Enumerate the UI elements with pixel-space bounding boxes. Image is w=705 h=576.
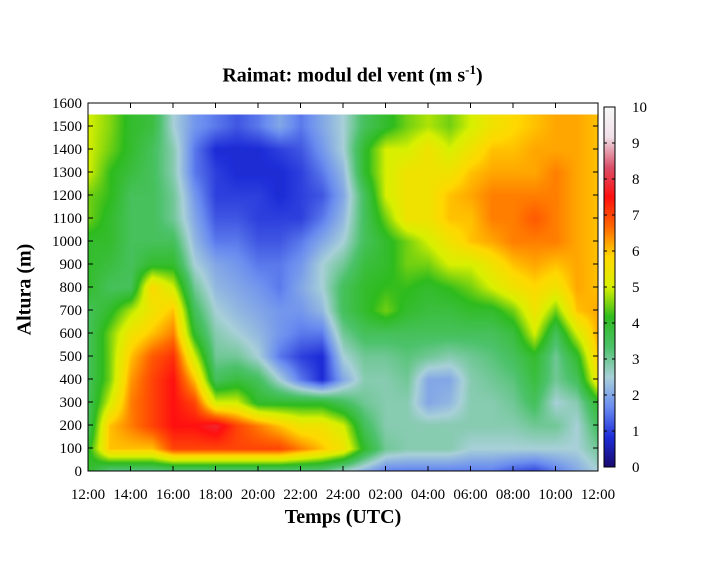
colorbar-tick-label: 4 — [632, 316, 640, 332]
x-tick-label: 10:00 — [538, 487, 572, 503]
x-axis-ticks: 12:00 14:00 16:00 18:00 20:00 22:00 24:00 02:00… — [71, 103, 615, 503]
chart-title-exponent: -1 — [465, 62, 476, 77]
y-axis-label: Altura (m) — [13, 243, 36, 336]
y-tick-label: 1200 — [52, 188, 82, 204]
colorbar-tick-label: 5 — [632, 280, 640, 296]
chart-title-main: Raimat: modul del vent (m s — [222, 64, 466, 87]
x-tick-label: 16:00 — [156, 487, 190, 503]
heatmap-raster — [88, 114, 598, 472]
x-tick-label: 06:00 — [453, 487, 487, 503]
colorbar-ticks: 0 1 2 3 4 5 6 7 8 9 10 — [604, 100, 647, 476]
y-tick-label: 1100 — [53, 211, 82, 227]
colorbar-gradient — [604, 107, 615, 467]
x-tick-label: 24:00 — [326, 487, 360, 503]
chart-title-end: ) — [475, 64, 483, 87]
y-tick-label: 0 — [75, 464, 83, 480]
y-tick-label: 800 — [60, 280, 83, 296]
colorbar-tick-label: 2 — [632, 388, 640, 404]
colorbar-tick-label: 6 — [632, 244, 640, 260]
colorbar-tick-label: 3 — [632, 352, 640, 368]
colorbar-tick-label: 8 — [632, 172, 640, 188]
x-tick-label: 18:00 — [198, 487, 232, 503]
x-tick-label: 12:00 — [71, 487, 105, 503]
y-tick-label: 100 — [60, 441, 83, 457]
colorbar-tick-label: 7 — [632, 208, 640, 224]
y-tick-label: 900 — [60, 257, 83, 273]
y-tick-label: 300 — [60, 395, 83, 411]
y-tick-label: 1400 — [52, 142, 82, 158]
x-tick-label: 02:00 — [368, 487, 402, 503]
y-tick-label: 200 — [60, 418, 83, 434]
y-tick-label: 1300 — [52, 165, 82, 181]
x-tick-label: 14:00 — [113, 487, 147, 503]
chart-title: Raimat: modul del vent (m s-1) — [0, 62, 705, 88]
colorbar-tick-label: 9 — [632, 136, 640, 152]
x-tick-label: 22:00 — [283, 487, 317, 503]
y-tick-label: 1500 — [52, 119, 82, 135]
y-tick-label: 500 — [60, 349, 83, 365]
x-tick-label: 12:00 — [581, 487, 615, 503]
y-tick-label: 400 — [60, 372, 83, 388]
heatmap-image — [88, 114, 598, 472]
y-tick-label: 700 — [60, 303, 83, 319]
x-tick-label: 08:00 — [496, 487, 530, 503]
x-tick-label: 20:00 — [241, 487, 275, 503]
y-axis-ticks: 0 100 200 300 400 500 600 700 800 900 1000 1100 1200… — [52, 96, 598, 480]
y-tick-label: 1600 — [52, 96, 82, 112]
colorbar-tick-label: 0 — [632, 460, 640, 476]
y-tick-label: 1000 — [52, 234, 82, 250]
y-tick-label: 600 — [60, 326, 83, 342]
x-tick-label: 04:00 — [411, 487, 445, 503]
colorbar-tick-label: 10 — [632, 100, 647, 116]
x-axis-label: Temps (UTC) — [284, 506, 402, 528]
colorbar-tick-label: 1 — [632, 424, 640, 440]
